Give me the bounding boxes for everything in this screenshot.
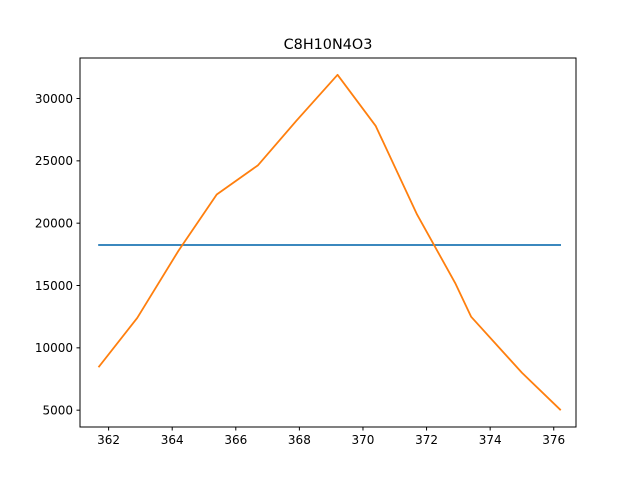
series-layer <box>97 73 562 411</box>
plot-frame <box>79 57 577 428</box>
x-axis: 362 364 366 368 370 372 374 376 <box>97 427 565 447</box>
x-tick-label: 372 <box>415 433 438 447</box>
chart-title: C8H10N4O3 <box>284 37 373 53</box>
series-line-2 <box>97 73 562 411</box>
x-tick-label: 364 <box>161 433 184 447</box>
y-tick-label: 15000 <box>35 279 73 293</box>
x-tick-label: 376 <box>542 433 565 447</box>
x-tick-label: 366 <box>224 433 247 447</box>
y-tick-label: 10000 <box>35 341 73 355</box>
y-tick-label: 25000 <box>35 154 73 168</box>
x-tick-label: 370 <box>352 433 375 447</box>
y-axis: 5000 10000 15000 20000 25000 30000 <box>35 92 80 417</box>
y-tick-label: 20000 <box>35 216 73 230</box>
x-tick-label: 368 <box>288 433 311 447</box>
x-tick-label: 374 <box>479 433 502 447</box>
y-tick-label: 30000 <box>35 92 73 106</box>
y-tick-label: 5000 <box>42 403 73 417</box>
x-tick-label: 362 <box>97 433 120 447</box>
